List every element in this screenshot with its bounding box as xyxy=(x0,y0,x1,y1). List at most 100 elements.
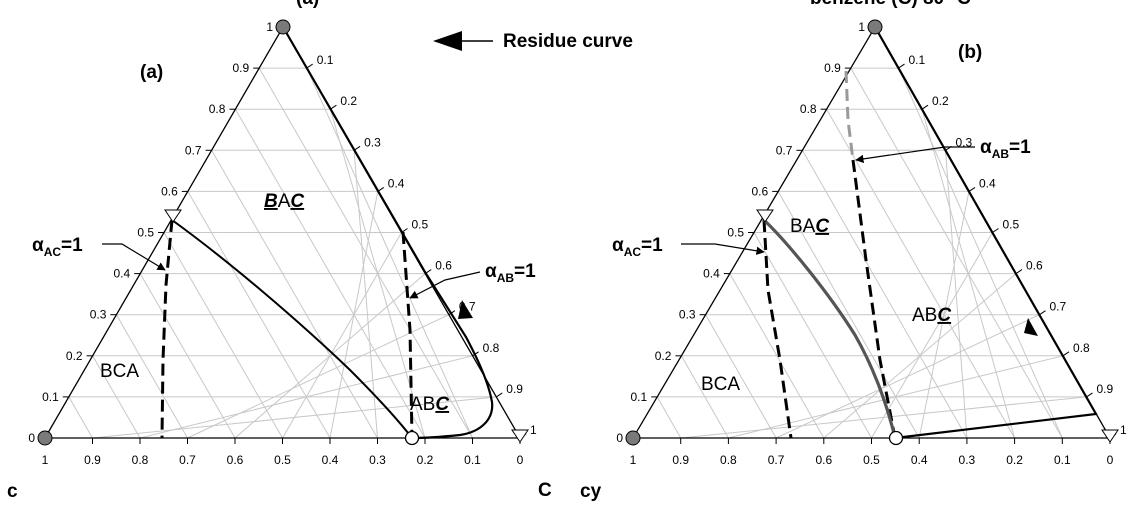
bottom-axis-tick-label: 0.7 xyxy=(179,453,196,467)
left-axis-tick-label: 0.5 xyxy=(727,226,744,240)
panel-a-label: (a) xyxy=(140,62,163,83)
panel-a-alpha-ab-sub: AB xyxy=(497,271,515,285)
left-axis-tick-label: 0.7 xyxy=(185,143,202,157)
panel-a-separatrix-curve xyxy=(171,219,413,439)
panel-a: 00.10.20.30.40.50.60.70.80.91 0.10.20.30… xyxy=(7,19,552,502)
panel-b-alpha-ab-leader xyxy=(855,146,975,164)
panel-a-region-abc-ab: AB xyxy=(410,394,435,415)
right-axis-tick-label: 0.1 xyxy=(317,53,334,67)
left-axis-tick-label: 0.3 xyxy=(679,308,696,322)
grid-line xyxy=(187,191,331,439)
bottom-axis-tick-label: 0.5 xyxy=(863,453,880,467)
grid-line xyxy=(139,273,236,439)
left-axis-tick-label: 0.3 xyxy=(90,308,107,322)
left-axis-tick-label: 0.1 xyxy=(631,390,648,404)
panel-a-left-ticks: 0 0.1 0.2 0.3 0.4 0.5 0.6 0.7 0.8 0.9 1 xyxy=(28,20,283,445)
grid-line xyxy=(282,232,402,439)
panel-b-alpha-ac-leader xyxy=(681,243,765,255)
panel-a-alpha-ab-symbol: α xyxy=(485,261,497,282)
right-axis-tick xyxy=(898,63,905,69)
right-axis-tick-label: 1 xyxy=(1120,423,1127,437)
right-axis-tick xyxy=(1039,310,1046,316)
right-axis-tick xyxy=(496,392,503,398)
left-axis-tick-label: 0 xyxy=(616,431,623,445)
left-axis-tick-label: 0.2 xyxy=(655,349,672,363)
right-axis-tick-label: 0.5 xyxy=(412,218,429,232)
left-axis-tick-label: 0.2 xyxy=(66,349,83,363)
panel-b-alpha-ab-boundary-grey xyxy=(844,70,855,161)
left-axis-tick-label: 1 xyxy=(266,20,273,34)
panel-a-alpha-ac-leader xyxy=(102,243,166,271)
grid-line xyxy=(234,108,426,439)
panel-a-region-abc-c: C xyxy=(435,394,449,415)
bottom-axis-tick-label: 0.1 xyxy=(464,453,481,467)
panel-b-vertex-right-marker xyxy=(1101,429,1119,443)
bottom-axis-tick-label: 0.9 xyxy=(84,453,101,467)
bottom-axis-tick-label: 0.7 xyxy=(768,453,785,467)
right-axis-tick xyxy=(1062,351,1070,357)
left-axis-tick-label: 0.4 xyxy=(114,267,131,281)
left-axis-tick-label: 0.7 xyxy=(776,143,793,157)
panel-a-saddle-marker xyxy=(404,430,420,446)
panel-a-residue-arrow-icon xyxy=(458,300,473,319)
grid-line xyxy=(258,67,473,439)
panel-a-grid xyxy=(68,67,497,439)
panel-b-azeotrope-left-marker xyxy=(756,209,774,223)
bottom-axis-tick-label: 0.9 xyxy=(672,453,689,467)
panel-b-separatrix-curve xyxy=(762,218,897,439)
panel-b-residue-curve-right xyxy=(874,26,1098,440)
grid-line xyxy=(656,396,682,439)
panel-b-alpha-ab-boundary xyxy=(851,159,897,439)
panel-a-alpha-ac-boundary xyxy=(160,219,174,439)
panel-b: 00.10.20.30.40.50.60.70.80.91 0.10.20.30… xyxy=(580,19,1127,502)
bottom-axis-tick-label: 0.4 xyxy=(322,453,339,467)
bottom-axis-tick-label: 0.1 xyxy=(1054,453,1071,467)
top-right-cut-text: benzene (C) 80 °C xyxy=(810,0,971,9)
left-axis-tick-label: 1 xyxy=(858,20,865,34)
right-axis-tick-label: 0.6 xyxy=(435,259,452,273)
right-axis-tick xyxy=(921,104,929,110)
grid-line xyxy=(68,396,93,439)
panel-a-region-bac-c: C xyxy=(290,191,304,212)
panel-b-region-abc-c: C xyxy=(937,305,951,326)
grid-line xyxy=(729,273,825,439)
grid-line xyxy=(850,67,1063,439)
panel-a-alpha-ac-eq: =1 xyxy=(61,235,83,256)
grid-line xyxy=(801,150,968,439)
panel-b-bottom-left-cut: cy xyxy=(580,481,602,502)
grid-line xyxy=(163,232,283,439)
left-axis-tick-label: 0.9 xyxy=(233,61,250,75)
panel-a-alpha-ab-boundary xyxy=(401,231,414,439)
grid-line xyxy=(705,314,777,439)
left-axis-tick-label: 0 xyxy=(28,431,35,445)
right-axis-tick xyxy=(1086,392,1093,398)
right-axis-tick-label: 0.3 xyxy=(956,135,973,149)
right-axis-tick-label: 0.9 xyxy=(506,382,523,396)
bottom-axis-tick-label: 0.8 xyxy=(132,453,149,467)
grid-line xyxy=(92,355,141,439)
panel-a-alpha-ab-leader xyxy=(409,271,481,299)
panel-a-alpha-ab-callout: αAB=1 xyxy=(485,261,536,285)
left-axis-tick-label: 0.8 xyxy=(800,102,817,116)
bottom-axis-tick-label: 0 xyxy=(517,453,524,467)
panel-b-region-bca: BCA xyxy=(701,374,740,395)
panel-b-alpha-ac-boundary xyxy=(762,219,793,439)
panel-b-right-ticks: 0.1 0.2 0.3 0.4 0.5 0.6 0.7 0.8 0.9 1 xyxy=(898,53,1127,439)
grid-line xyxy=(211,150,378,439)
right-axis-tick xyxy=(1015,269,1023,275)
right-axis-tick xyxy=(992,228,999,233)
panel-a-azeotrope-left-marker xyxy=(164,209,182,223)
grid-line xyxy=(306,67,473,439)
grid-line xyxy=(777,191,920,439)
panel-b-alpha-ab-symbol: α xyxy=(980,137,992,158)
top-left-cut-text: (a) xyxy=(296,0,319,9)
right-axis-tick-label: 0.5 xyxy=(1003,218,1020,232)
left-axis-tick-label: 0.1 xyxy=(42,390,59,404)
panel-a-alpha-ac-callout: αAC=1 xyxy=(32,235,83,259)
panel-b-grid xyxy=(656,67,1087,439)
panel-a-residue-curve-right xyxy=(282,26,494,440)
right-axis-tick-label: 0.2 xyxy=(932,94,949,108)
bottom-axis-tick-label: 0.2 xyxy=(1006,453,1023,467)
bottom-axis-tick-label: 0.5 xyxy=(274,453,291,467)
